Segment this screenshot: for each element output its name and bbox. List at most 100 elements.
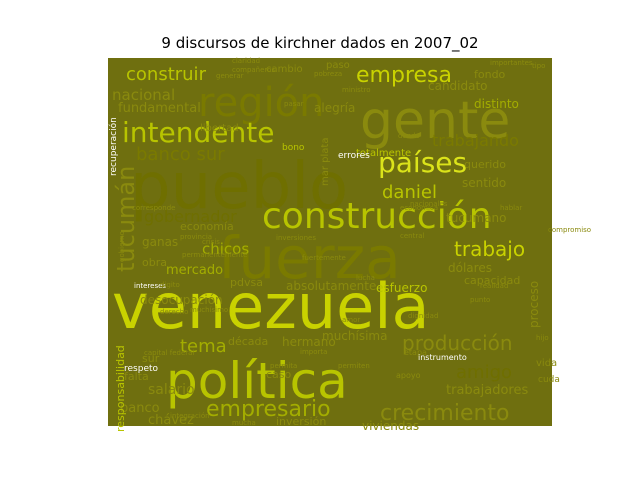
word-cloud-word: pasar (284, 100, 304, 108)
word-cloud-word: totalmente (356, 148, 411, 159)
word-cloud-word: hijo (536, 334, 549, 342)
word-cloud-word: vida (536, 358, 557, 369)
word-cloud-word: etapa (404, 348, 427, 357)
word-cloud-word: tucumán (112, 166, 140, 272)
word-cloud-word: tucumano (446, 211, 507, 225)
word-cloud-words: venezuela pueblo política fuerza gente constr… (108, 57, 591, 433)
word-cloud-word: mucha (232, 419, 256, 427)
word-cloud-word: lucha (356, 274, 375, 282)
word-cloud-word: errores (338, 151, 370, 161)
word-cloud-word: punto (470, 296, 490, 304)
word-cloud-word: caso (266, 368, 292, 381)
word-cloud-word: trabajo (454, 237, 525, 261)
word-cloud-word: dando (398, 132, 420, 140)
word-cloud-word: respeto (124, 364, 159, 374)
word-cloud-word: generar (216, 72, 244, 80)
word-cloud-word: importa (300, 348, 327, 356)
word-cloud-word: capital federal (144, 349, 194, 357)
word-cloud-word: gobierno (118, 231, 126, 262)
word-cloud-word: inversiones (276, 234, 316, 242)
word-cloud-word: corresponde (132, 204, 175, 212)
word-cloud-word: paso (326, 60, 350, 71)
word-cloud-word: política (166, 352, 348, 410)
word-cloud-word: falta (124, 370, 149, 383)
word-cloud-word: pdvsa (230, 276, 263, 289)
word-cloud-word: fuertemente (302, 254, 346, 262)
word-cloud-word: central (400, 232, 425, 240)
word-cloud-word: empresa (356, 63, 452, 88)
word-cloud-word: esfuerzo (376, 281, 427, 295)
word-cloud-word: pobreza (314, 70, 342, 78)
word-cloud-word: sentido (462, 176, 506, 190)
word-cloud-word: hermano (282, 335, 336, 349)
word-cloud-word: apoyo (396, 371, 421, 380)
word-cloud-word: viviendas (362, 419, 419, 433)
word-cloud-word: región (198, 80, 325, 126)
word-cloud-word: crecimiento (380, 401, 510, 426)
word-cloud-word: hablar (500, 204, 522, 212)
word-cloud-word: muchísima (322, 329, 387, 343)
word-cloud-word: integración (170, 412, 210, 420)
word-cloud-word: claridad (232, 57, 260, 65)
word-cloud-word: daniel (382, 182, 437, 203)
word-cloud-word: países (378, 146, 467, 179)
word-cloud-word: importantes (490, 59, 533, 67)
word-cloud-word: nacional (112, 86, 175, 104)
word-cloud-word: construcción (262, 196, 492, 237)
word-cloud-word: responsabilidad (114, 345, 127, 432)
word-cloud-word: económica (400, 204, 438, 212)
word-cloud-word: nacionales (410, 200, 448, 208)
word-cloud-word: desocupación (140, 293, 223, 307)
word-cloud-word: economía (180, 220, 234, 233)
word-cloud-word: fundamental (118, 101, 201, 116)
word-cloud-word: distinto (474, 97, 519, 111)
word-cloud-word: chicos (202, 240, 249, 258)
word-cloud-word: tema (180, 336, 227, 357)
word-cloud-word: dignidad (408, 312, 438, 320)
word-cloud-word: amigo (456, 362, 512, 383)
word-cloud-word: obra (142, 256, 167, 269)
word-cloud-word: trabajando (432, 131, 519, 150)
word-cloud-word: fondo (474, 68, 506, 81)
word-cloud-word: absolutamente (286, 279, 376, 293)
word-cloud-word: construir (126, 64, 207, 85)
word-cloud-word: pueblo (130, 150, 348, 224)
word-cloud-word: permanentemente (182, 251, 247, 259)
word-cloud-background (108, 58, 552, 426)
word-cloud-word: compromiso (548, 226, 591, 234)
word-cloud-word: salario (148, 382, 195, 398)
word-cloud-word: candidato (428, 79, 488, 93)
word-cloud-word: permiten (338, 362, 370, 370)
word-cloud-word: proceso (527, 281, 541, 328)
word-cloud-word: banco sur (136, 144, 225, 165)
word-cloud-word: crisis (202, 238, 220, 246)
word-cloud-word: sur (142, 352, 160, 365)
word-cloud-word: producción (402, 331, 513, 355)
word-cloud-word: venezuela (112, 270, 429, 343)
word-cloud-word: chávez (148, 413, 194, 428)
word-cloud-word: permita (270, 362, 297, 370)
word-cloud-word: inversión (276, 415, 326, 428)
word-cloud-word: recuperación (108, 117, 119, 176)
word-cloud-word: provincia (180, 233, 212, 241)
word-cloud-word: trabajadores (446, 383, 528, 398)
word-cloud-word: fuerza (218, 224, 401, 292)
figure-title: 9 discursos de kirchner dados en 2007_02 (161, 34, 479, 52)
word-cloud-word: capacidad (464, 274, 520, 287)
word-cloud-word: mercado (166, 263, 223, 278)
word-cloud-word: ministro (342, 86, 371, 94)
word-cloud-word: cuda (538, 375, 560, 385)
word-cloud-word: libertad (200, 123, 239, 134)
word-cloud-word: amor (342, 316, 360, 324)
word-cloud-word: cambio (266, 64, 303, 75)
word-cloud-word: intereses (134, 282, 166, 290)
word-cloud-word: instrumento (418, 353, 467, 362)
word-cloud-word: tipo (532, 62, 545, 70)
word-cloud-word: alegría (314, 101, 355, 115)
word-cloud-word: compañeros (232, 66, 275, 74)
word-cloud-word: derecho (160, 308, 188, 316)
word-cloud-word: gente (360, 91, 510, 151)
word-cloud-word: mar plata (320, 138, 331, 186)
word-cloud-word: dólares (448, 261, 492, 275)
